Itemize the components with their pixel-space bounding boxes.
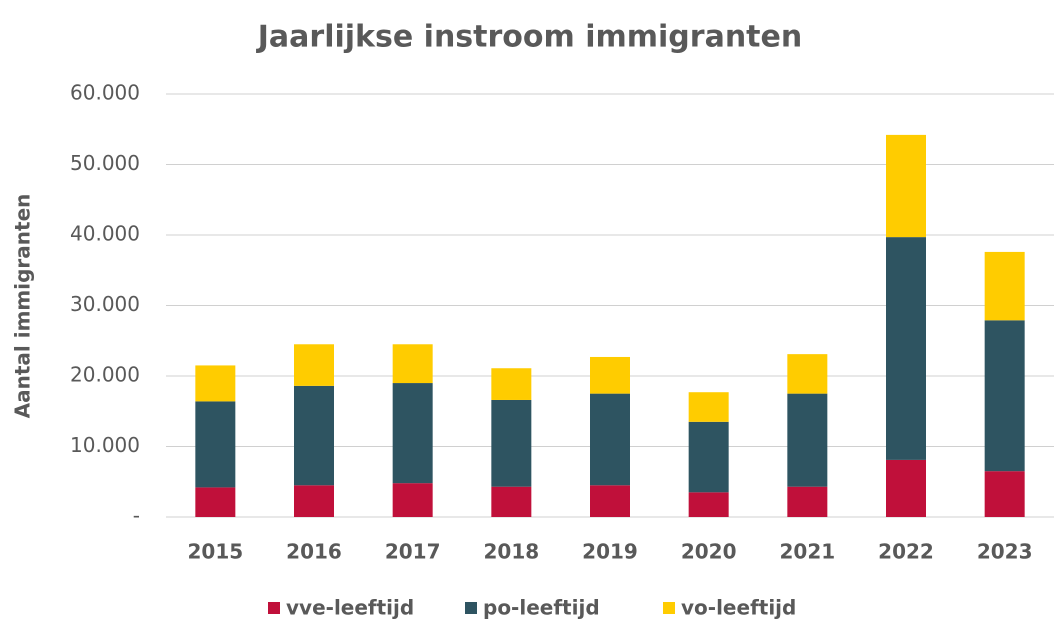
bar-segment — [590, 393, 630, 486]
bar-segment — [886, 459, 926, 517]
y-tick-label: 30.000 — [70, 292, 140, 316]
x-tick-label: 2017 — [385, 540, 441, 564]
bar-segment — [590, 485, 630, 517]
y-tick-label: - — [133, 504, 140, 528]
bar-segment — [984, 320, 1025, 472]
bar-segment — [984, 471, 1025, 517]
bar-segment — [195, 401, 236, 488]
y-tick-label: 50.000 — [70, 151, 140, 175]
bar-segment — [491, 368, 532, 400]
bar-segment — [195, 487, 236, 517]
bar-segment — [886, 237, 926, 460]
legend-label: po-leeftijd — [483, 596, 600, 620]
legend-swatch — [663, 602, 675, 614]
bar-segment — [491, 486, 532, 517]
bar-segment — [590, 356, 630, 394]
bar-segment — [392, 344, 433, 384]
bar-segment — [787, 486, 828, 517]
bar-segment — [787, 354, 828, 394]
x-tick-label: 2022 — [878, 540, 934, 564]
bar-segment — [787, 393, 828, 487]
bar-segment — [195, 365, 236, 402]
x-tick-label: 2018 — [483, 540, 539, 564]
bar-segment — [688, 421, 729, 493]
x-tick-label: 2019 — [582, 540, 638, 564]
bar-segment — [294, 344, 334, 386]
y-axis-label: Aantal immigranten — [11, 194, 35, 419]
x-tick-label: 2021 — [779, 540, 835, 564]
y-tick-label: 10.000 — [70, 433, 140, 457]
bar-segment — [491, 399, 532, 487]
bar-segment — [294, 485, 334, 517]
x-tick-label: 2023 — [977, 540, 1033, 564]
x-tick-label: 2020 — [681, 540, 737, 564]
y-tick-label: 40.000 — [70, 222, 140, 246]
bar-segment — [886, 134, 926, 238]
bar-segment — [688, 492, 729, 517]
y-tick-label: 20.000 — [70, 363, 140, 387]
legend-swatch — [268, 602, 280, 614]
chart-title: Jaarlijkse instroom immigranten — [256, 20, 802, 55]
bar-segment — [392, 383, 433, 484]
legend-label: vve-leeftijd — [286, 596, 414, 620]
legend-label: vo-leeftijd — [681, 596, 796, 620]
bar-segment — [294, 385, 334, 486]
bar-segment — [984, 251, 1025, 321]
x-tick-label: 2016 — [286, 540, 342, 564]
y-tick-label: 60.000 — [70, 81, 140, 105]
x-tick-label: 2015 — [187, 540, 243, 564]
bar-segment — [392, 483, 433, 517]
bar-segment — [688, 392, 729, 422]
legend-swatch — [465, 602, 477, 614]
